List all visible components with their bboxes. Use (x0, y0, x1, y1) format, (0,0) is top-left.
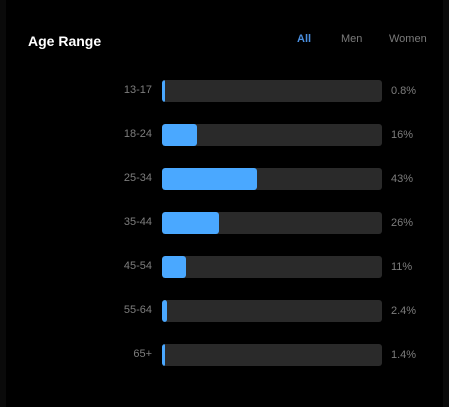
bar-value: 0.8% (391, 85, 417, 97)
bar-row-55-64: 55-64 2.4% (6, 300, 443, 322)
bar-label: 18-24 (123, 128, 152, 140)
bar-row-65-plus: 65+ 1.4% (6, 344, 443, 366)
bar-label: 25-34 (123, 172, 152, 184)
bar-track (162, 124, 382, 146)
bar-track (162, 344, 382, 366)
bar-label: 13-17 (123, 84, 152, 96)
bar-fill (162, 212, 220, 234)
panel-title: Age Range (28, 33, 102, 49)
bar-value: 1.4% (391, 349, 417, 361)
bar-value: 26% (391, 217, 414, 229)
bar-label: 35-44 (123, 216, 152, 228)
bar-label: 65+ (133, 348, 152, 360)
tab-all[interactable]: All (297, 33, 312, 45)
bar-fill (162, 168, 257, 190)
tab-men[interactable]: Men (341, 33, 363, 45)
bar-row-25-34: 25-34 43% (6, 168, 443, 190)
bar-row-45-54: 45-54 11% (6, 256, 443, 278)
bar-label: 55-64 (123, 304, 152, 316)
bar-track (162, 300, 382, 322)
bar-label: 45-54 (123, 260, 152, 272)
bar-fill (162, 300, 168, 322)
bar-track (162, 256, 382, 278)
bar-fill (162, 256, 187, 278)
bar-row-18-24: 18-24 16% (6, 124, 443, 146)
bar-fill (162, 80, 165, 102)
bar-value: 16% (391, 129, 414, 141)
bar-fill (162, 344, 166, 366)
age-range-panel: Age Range All Men Women 13-17 0.8% 18-24… (6, 0, 443, 407)
tab-women[interactable]: Women (389, 33, 427, 45)
bar-fill (162, 124, 198, 146)
bar-track (162, 80, 382, 102)
panel-header: Age Range All Men Women (6, 0, 443, 80)
bar-value: 43% (391, 173, 414, 185)
bar-value: 11% (391, 261, 413, 273)
bar-value: 2.4% (391, 305, 417, 317)
bar-row-35-44: 35-44 26% (6, 212, 443, 234)
bar-track (162, 168, 382, 190)
bar-row-13-17: 13-17 0.8% (6, 80, 443, 102)
bar-track (162, 212, 382, 234)
